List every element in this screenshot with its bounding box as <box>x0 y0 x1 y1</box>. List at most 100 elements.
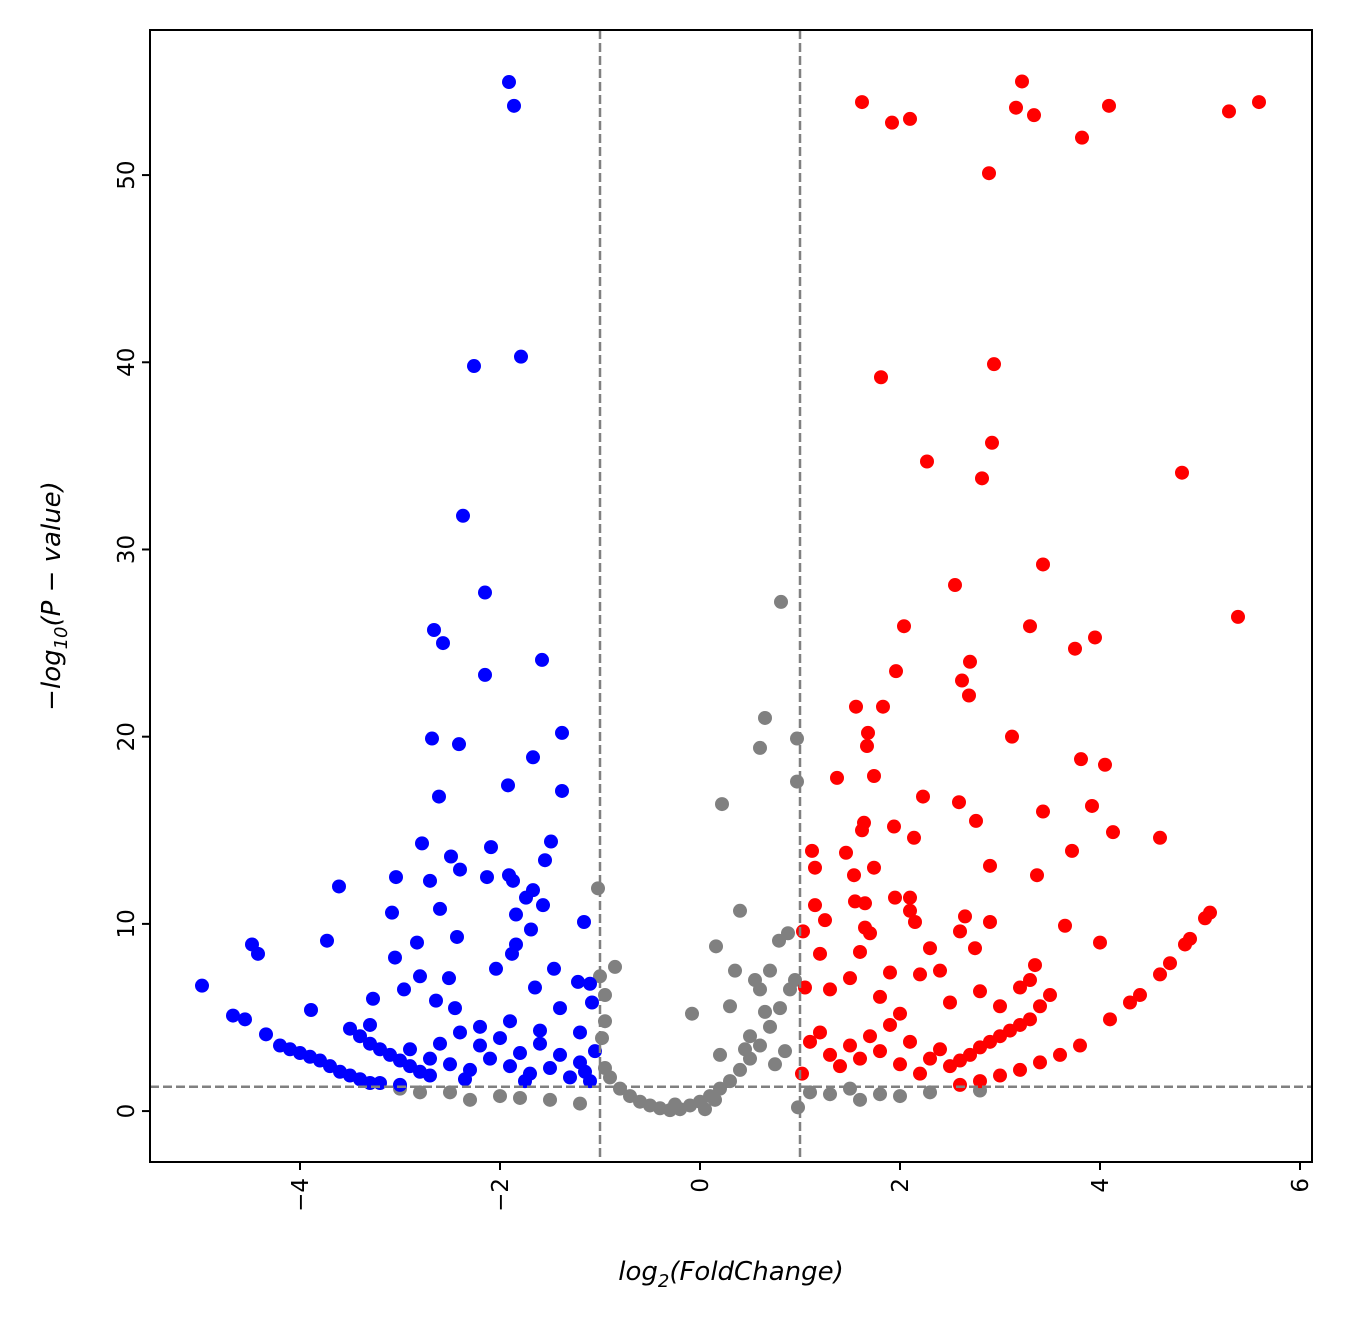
data-point <box>963 1047 977 1062</box>
data-point <box>1175 465 1189 480</box>
data-point <box>748 973 762 988</box>
data-point <box>982 166 996 181</box>
data-point <box>830 770 844 785</box>
data-point <box>873 1087 887 1102</box>
data-point <box>598 988 612 1003</box>
data-point <box>713 1081 727 1096</box>
data-point <box>304 1002 318 1017</box>
data-point <box>908 915 922 930</box>
plot-frame <box>149 29 1313 1163</box>
y-tick-label: 10 <box>114 909 140 938</box>
data-point <box>423 1051 437 1066</box>
data-point <box>195 978 209 993</box>
data-point <box>1036 804 1050 819</box>
data-point <box>543 1092 557 1107</box>
data-point <box>1102 98 1116 113</box>
data-point <box>923 941 937 956</box>
data-point <box>1013 980 1027 995</box>
data-point <box>887 819 901 834</box>
data-point <box>885 115 899 130</box>
data-point <box>553 1047 567 1062</box>
data-point <box>535 652 549 667</box>
data-point <box>503 1014 517 1029</box>
data-point <box>538 853 552 868</box>
data-point <box>907 830 921 845</box>
data-point <box>708 1092 722 1107</box>
data-point <box>493 1089 507 1104</box>
data-point <box>893 1057 907 1072</box>
data-point <box>1123 995 1137 1010</box>
data-point <box>773 1001 787 1016</box>
data-point <box>514 349 528 364</box>
data-point <box>1198 911 1212 926</box>
data-point <box>808 898 822 913</box>
data-point <box>1013 1062 1027 1077</box>
data-point <box>955 673 969 688</box>
data-point <box>1036 557 1050 572</box>
data-point <box>763 1019 777 1034</box>
data-point <box>453 1025 467 1040</box>
data-point <box>543 1061 557 1076</box>
data-point <box>415 836 429 851</box>
data-point <box>1058 918 1072 933</box>
data-point <box>519 890 533 905</box>
data-point <box>855 95 869 110</box>
data-point <box>873 1044 887 1059</box>
data-point <box>698 1102 712 1117</box>
data-point <box>933 1042 947 1057</box>
data-point <box>969 813 983 828</box>
data-point <box>709 939 723 954</box>
x-tick-label: 0 <box>688 1178 714 1193</box>
data-point <box>963 654 977 669</box>
data-point <box>903 890 917 905</box>
data-point <box>738 1042 752 1057</box>
data-point <box>483 1051 497 1066</box>
data-point <box>513 1046 527 1061</box>
x-axis-title: log2(FoldChange) <box>618 1257 844 1292</box>
data-point <box>916 789 930 804</box>
data-point <box>478 585 492 600</box>
data-point <box>450 929 464 944</box>
data-point <box>858 920 872 935</box>
data-point <box>723 1074 737 1089</box>
data-point <box>1103 1012 1117 1027</box>
data-point <box>410 935 424 950</box>
data-point <box>803 1085 817 1100</box>
data-point <box>388 950 402 965</box>
data-point <box>1074 752 1088 767</box>
data-point <box>432 789 446 804</box>
data-point <box>813 1025 827 1040</box>
data-point <box>791 1100 805 1115</box>
data-point <box>1252 95 1266 110</box>
data-point <box>1033 999 1047 1014</box>
data-point <box>903 111 917 126</box>
data-point <box>839 845 853 860</box>
data-point <box>975 471 989 486</box>
data-point <box>913 1066 927 1081</box>
data-point <box>366 991 380 1006</box>
data-point <box>524 922 538 937</box>
data-point <box>573 1096 587 1111</box>
data-point <box>1093 935 1107 950</box>
data-point <box>763 963 777 978</box>
data-point <box>489 961 503 976</box>
data-point <box>598 1014 612 1029</box>
data-point <box>874 370 888 385</box>
data-point <box>962 688 976 703</box>
data-point <box>506 873 520 888</box>
data-point <box>863 1029 877 1044</box>
y-tick-label: 0 <box>114 1104 140 1119</box>
data-point <box>443 1085 457 1100</box>
data-point <box>805 843 819 858</box>
data-point <box>948 578 962 593</box>
data-point <box>1023 619 1037 634</box>
data-point <box>685 1006 699 1021</box>
data-point <box>808 860 822 875</box>
data-point <box>463 1092 477 1107</box>
data-point <box>1231 609 1245 624</box>
data-point <box>478 667 492 682</box>
data-point <box>867 768 881 783</box>
data-point <box>577 915 591 930</box>
data-point <box>728 963 742 978</box>
data-point <box>448 1001 462 1016</box>
